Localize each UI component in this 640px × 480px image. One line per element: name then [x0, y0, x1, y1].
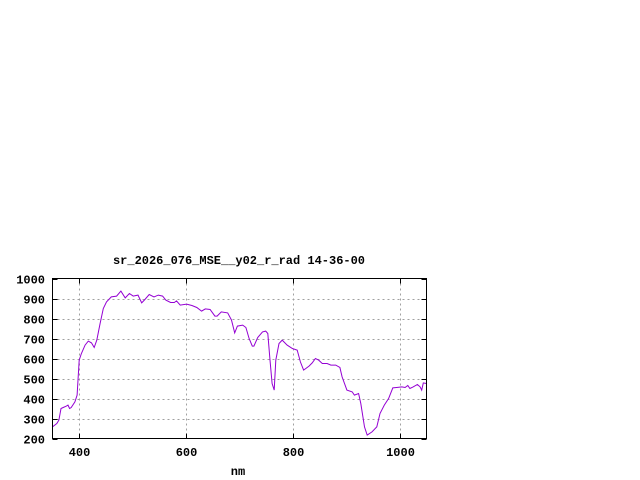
grid	[52, 278, 427, 439]
x-axis: 400 600 800 1000	[69, 278, 415, 460]
y-tick-label: 300	[23, 414, 45, 428]
y-tick-label: 200	[23, 434, 45, 448]
y-axis: 200 300 400 500 600 700 800 900 1000	[16, 274, 427, 448]
x-tick-label: 800	[283, 446, 305, 460]
y-tick-label: 900	[23, 294, 45, 308]
x-tick-label: 1000	[386, 446, 415, 460]
x-axis-label: nm	[231, 465, 245, 479]
y-tick-label: 700	[23, 334, 45, 348]
y-tick-label: 500	[23, 374, 45, 388]
x-tick-label: 400	[69, 446, 91, 460]
x-tick-label: 600	[176, 446, 198, 460]
plot-frame	[52, 278, 427, 439]
y-tick-label: 400	[23, 394, 45, 408]
y-tick-label: 1000	[16, 274, 45, 288]
y-tick-label: 600	[23, 354, 45, 368]
series-line	[52, 290, 427, 436]
y-tick-label: 800	[23, 314, 45, 328]
chart-title: sr_2026_076_MSE__y02_r_rad 14-36-00	[113, 254, 365, 268]
